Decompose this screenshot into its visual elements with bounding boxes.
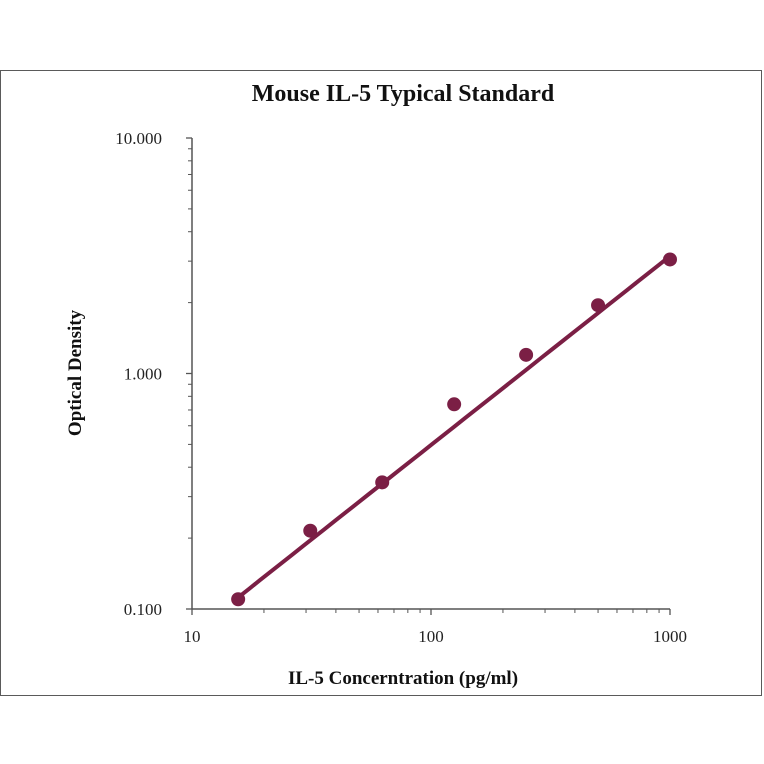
x-tick-label: 1000	[653, 627, 687, 646]
chart-frame: Mouse IL-5 Typical Standard 10 100 1000 0.1…	[0, 70, 762, 696]
y-tick-label: 0.100	[124, 600, 162, 619]
ticks: 10 100 1000 0.100 1.000 10.000	[115, 129, 687, 646]
data-point	[447, 397, 462, 412]
chart-title: Mouse IL-5 Typical Standard	[252, 81, 555, 107]
data-point	[231, 592, 246, 607]
data-point	[519, 347, 534, 362]
data-point	[663, 252, 677, 267]
data-point	[591, 298, 606, 313]
data-points-layer	[231, 252, 677, 607]
data-point	[303, 523, 318, 538]
data-point	[375, 475, 390, 490]
fit-line	[236, 254, 672, 600]
y-tick-label: 1.000	[124, 365, 162, 384]
x-tick-label: 100	[418, 627, 444, 646]
x-axis-label: IL-5 Concerntration (pg/ml)	[288, 668, 518, 689]
axes	[191, 138, 670, 610]
chart-svg: Mouse IL-5 Typical Standard 10 100 1000 0.1…	[65, 81, 687, 689]
x-tick-label: 10	[184, 627, 201, 646]
fit-line-layer	[236, 254, 672, 600]
y-tick-label: 10.000	[115, 129, 162, 148]
y-axis-label: Optical Density	[65, 309, 86, 436]
